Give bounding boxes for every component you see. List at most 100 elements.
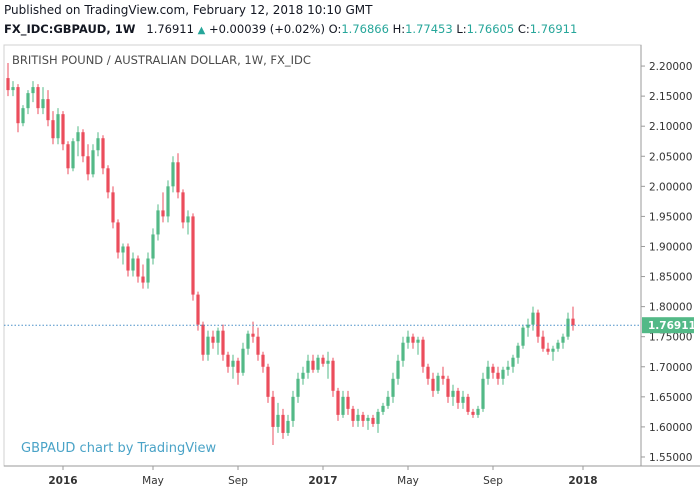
candle-body [331, 360, 335, 391]
candle-body [351, 408, 355, 421]
y-tick-label: 1.75000 [649, 332, 692, 344]
y-tick-label: 1.80000 [649, 302, 692, 314]
candle-body [31, 87, 35, 94]
chart-header: Published on TradingView.com, February 1… [0, 0, 700, 44]
candle-body [366, 417, 370, 421]
candle-body [221, 330, 225, 355]
candle-body [181, 192, 185, 223]
candle-body [426, 366, 430, 379]
candle-body [341, 396, 345, 415]
candle-body [231, 360, 235, 367]
candle-body [386, 396, 390, 406]
candle-body [11, 87, 15, 91]
candle-body [491, 366, 495, 373]
candle-body [121, 246, 125, 253]
candle-body [6, 78, 10, 91]
x-tick-label: May [397, 475, 419, 487]
candle-body [401, 342, 405, 361]
candle-body [36, 87, 40, 109]
candle-body [396, 360, 400, 379]
candle-body [86, 156, 90, 175]
x-tick-label: Sep [483, 475, 503, 487]
candle-body [41, 99, 45, 109]
low-value: 1.76605 [466, 22, 515, 36]
candle-body [436, 375, 440, 391]
candle-body [541, 336, 545, 349]
candle-body [136, 258, 140, 277]
candle-body [241, 348, 245, 373]
candle-body [236, 360, 240, 373]
y-tick-label: 2.10000 [649, 121, 692, 133]
published-line: Published on TradingView.com, February 1… [4, 3, 373, 17]
y-tick-label: 2.20000 [649, 61, 692, 73]
candle-body [406, 336, 410, 343]
high-value: 1.77453 [405, 22, 453, 36]
candle-body [441, 375, 445, 379]
last-value: 1.76911 [146, 22, 194, 36]
candle-body [156, 210, 160, 235]
open-value: 1.76866 [341, 22, 389, 36]
candle-body [81, 132, 85, 157]
x-axis-ticks: 2016 May Sep 2017 May Sep 2018 [48, 466, 598, 487]
candle-body [511, 357, 515, 367]
high-label: H: [392, 22, 406, 36]
tradingview-watermark[interactable]: GBPAUD chart by TradingView [21, 441, 216, 456]
y-tick-label: 1.65000 [649, 392, 692, 404]
candle-body [16, 87, 20, 124]
candle-body [506, 366, 510, 370]
candle-body [566, 318, 570, 337]
candle-body [496, 372, 500, 379]
candle-body [416, 339, 420, 343]
candle-body [311, 360, 315, 370]
candle-body [301, 372, 305, 379]
candle-body [561, 336, 565, 343]
last-price-tag-label: 1.76911 [648, 320, 696, 332]
y-tick-label: 1.95000 [649, 211, 692, 223]
candle-body [191, 216, 195, 295]
x-tick-label: May [142, 475, 164, 487]
candle-body [291, 396, 295, 421]
candle-body [476, 408, 480, 415]
candle-body [271, 396, 275, 427]
y-tick-label: 2.05000 [649, 151, 692, 163]
candle-body [206, 336, 210, 355]
candle-body [201, 324, 205, 355]
candle-body [531, 312, 535, 325]
candle-body [116, 222, 120, 253]
candle-body [151, 234, 155, 259]
candle-body [211, 336, 215, 343]
chart-title: BRITISH POUND / AUSTRALIAN DOLLAR, 1W, F… [12, 53, 311, 67]
candle-body [286, 420, 290, 433]
candle-body [226, 354, 230, 367]
candle-body [376, 411, 380, 424]
y-tick-label: 1.70000 [649, 362, 692, 374]
candle-body [501, 369, 505, 379]
candles [6, 63, 575, 445]
candle-body [96, 138, 100, 151]
close-value: 1.76911 [529, 22, 578, 36]
candle-body [536, 312, 540, 337]
candle-body [66, 144, 70, 169]
candle-body [171, 162, 175, 187]
symbol-label: FX_IDC:GBPAUD, 1W [4, 22, 136, 36]
candle-body [381, 405, 385, 412]
candle-body [551, 348, 555, 352]
candle-body [481, 378, 485, 409]
candle-body [281, 414, 285, 433]
candle-body [371, 417, 375, 424]
candle-body [361, 414, 365, 421]
y-tick-label: 2.00000 [649, 181, 692, 193]
candle-body [296, 378, 300, 397]
candle-body [176, 162, 180, 193]
candle-body [46, 99, 50, 121]
candle-body [21, 108, 25, 124]
candle-body [246, 333, 250, 349]
y-tick-label: 2.15000 [649, 91, 692, 103]
candle-body [276, 414, 280, 427]
candle-body [196, 294, 200, 325]
change-value: +0.00039 (+0.02%) [208, 22, 325, 36]
candle-body [321, 357, 325, 364]
candle-body [546, 348, 550, 352]
candle-body [431, 378, 435, 391]
